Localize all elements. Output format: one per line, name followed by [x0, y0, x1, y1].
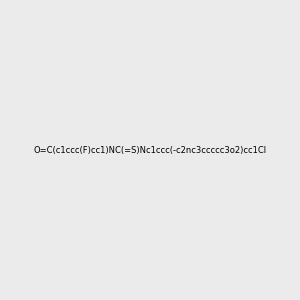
Text: O=C(c1ccc(F)cc1)NC(=S)Nc1ccc(-c2nc3ccccc3o2)cc1Cl: O=C(c1ccc(F)cc1)NC(=S)Nc1ccc(-c2nc3ccccc… [33, 146, 267, 154]
